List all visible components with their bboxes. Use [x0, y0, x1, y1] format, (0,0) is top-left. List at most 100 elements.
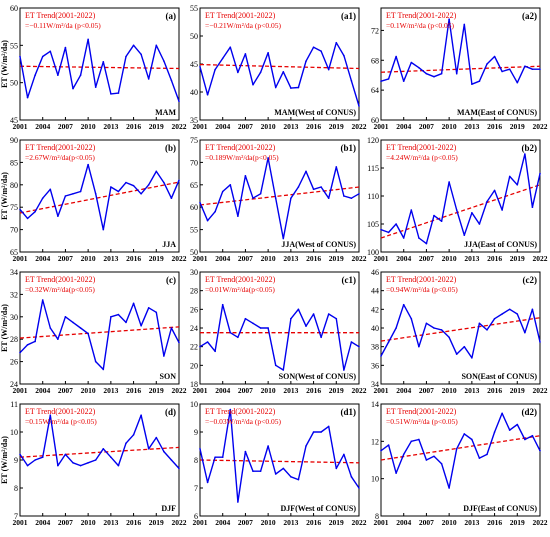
panel-label: (d) — [165, 407, 176, 417]
data-point — [471, 357, 473, 359]
y-tick-label: 12 — [371, 437, 379, 446]
x-tick-label: 2016 — [487, 122, 502, 131]
data-point — [350, 476, 353, 478]
x-tick-label: 2010 — [261, 386, 276, 395]
x-tick-label: 2001 — [193, 122, 208, 131]
data-point — [64, 453, 67, 456]
data-point — [320, 186, 322, 188]
y-tick-label: 38 — [371, 343, 379, 352]
x-tick-label: 2022 — [172, 122, 187, 131]
data-point — [539, 68, 541, 71]
y-axis-label: ET (W/m²/da) — [0, 436, 9, 484]
data-point — [147, 307, 150, 309]
x-tick-label: 2001 — [193, 254, 208, 263]
data-point — [163, 450, 165, 453]
data-point — [358, 487, 360, 489]
data-point — [19, 453, 21, 456]
data-point — [244, 450, 247, 453]
y-tick-label: 65 — [10, 248, 18, 257]
y-tick-label: 8 — [375, 512, 379, 521]
trend-legend-title: ET Trend(2001-2022) — [386, 143, 457, 152]
trend-legend-value: =0.1W/m²/da (p<0.05) — [386, 21, 454, 30]
data-point — [252, 470, 254, 473]
data-point — [508, 308, 511, 311]
data-point — [259, 71, 262, 74]
x-tick-label: 2022 — [533, 122, 548, 131]
trend-legend-title: ET Trend(2001-2022) — [25, 275, 96, 284]
x-tick-label: 2007 — [238, 386, 253, 395]
y-tick-label: 40 — [371, 324, 379, 333]
x-tick-label: 2013 — [464, 122, 479, 131]
x-tick-label: 2019 — [149, 122, 164, 131]
data-point — [214, 456, 216, 459]
data-point — [49, 327, 52, 329]
y-tick-label: 90 — [10, 136, 18, 145]
data-point — [425, 72, 428, 75]
x-tick-label: 2010 — [442, 518, 457, 527]
data-point — [493, 55, 496, 58]
y-axis-label: ET (W/m²/da) — [0, 172, 9, 220]
y-tick-label: 14 — [371, 400, 379, 409]
data-point — [531, 206, 534, 208]
region-label: MAM(West of CONUS) — [274, 108, 356, 117]
panel-d: 7 8 9 10 11 2001 2004 2007 2010 2013 2016 2019 2022 E… — [0, 400, 187, 527]
data-point — [244, 175, 247, 177]
data-point — [110, 186, 112, 188]
region-label: JJA(East of CONUS) — [464, 240, 537, 249]
data-point — [501, 70, 503, 73]
y-tick-label: 35 — [190, 116, 198, 125]
data-point — [463, 433, 466, 435]
data-point — [125, 55, 127, 58]
x-tick-label: 2019 — [510, 254, 525, 263]
data-point — [508, 68, 511, 71]
y-tick-label: 44 — [371, 287, 379, 296]
data-point — [448, 181, 450, 183]
data-point — [508, 429, 511, 431]
panel-label: (d1) — [341, 407, 357, 417]
data-point — [102, 228, 105, 231]
y-tick-label: 120 — [367, 136, 379, 145]
region-label: JJA(West of CONUS) — [281, 240, 356, 249]
y-tick-label: 60 — [10, 4, 18, 13]
data-point — [199, 345, 201, 348]
x-tick-label: 2013 — [464, 254, 479, 263]
region-label: MAM — [155, 108, 176, 117]
data-point — [163, 181, 165, 184]
data-point — [358, 192, 360, 195]
x-tick-label: 2010 — [442, 122, 457, 131]
y-tick-label: 34 — [371, 380, 379, 389]
trend-line — [19, 326, 180, 339]
data-point — [531, 68, 534, 71]
data-point — [41, 456, 44, 459]
series-line — [380, 153, 541, 245]
data-point — [320, 431, 322, 433]
y-tick-label: 22 — [190, 343, 198, 352]
data-point — [102, 448, 105, 450]
x-tick-label: 2016 — [126, 122, 141, 131]
data-point — [244, 53, 247, 55]
data-point — [539, 341, 541, 343]
y-tick-label: 75 — [10, 203, 18, 212]
data-point — [410, 317, 413, 320]
data-point — [343, 453, 345, 456]
data-point — [244, 317, 247, 320]
data-point — [170, 79, 173, 82]
data-point — [237, 336, 239, 339]
trend-line — [19, 446, 180, 458]
data-point — [305, 170, 307, 173]
x-tick-label: 2019 — [510, 122, 525, 131]
region-label: SON(East of CONUS) — [461, 372, 537, 381]
data-point — [418, 345, 420, 348]
data-point — [335, 41, 338, 44]
x-tick-label: 2004 — [215, 254, 230, 263]
data-point — [252, 322, 254, 325]
x-tick-label: 2010 — [81, 518, 96, 527]
region-label: DJF — [161, 504, 176, 513]
series-line — [199, 42, 360, 107]
panel-label: (b) — [165, 143, 176, 153]
data-point — [433, 327, 435, 329]
data-point — [140, 414, 142, 417]
y-tick-label: 50 — [190, 32, 198, 41]
data-point — [178, 179, 180, 182]
y-tick-label: 9 — [14, 456, 18, 465]
